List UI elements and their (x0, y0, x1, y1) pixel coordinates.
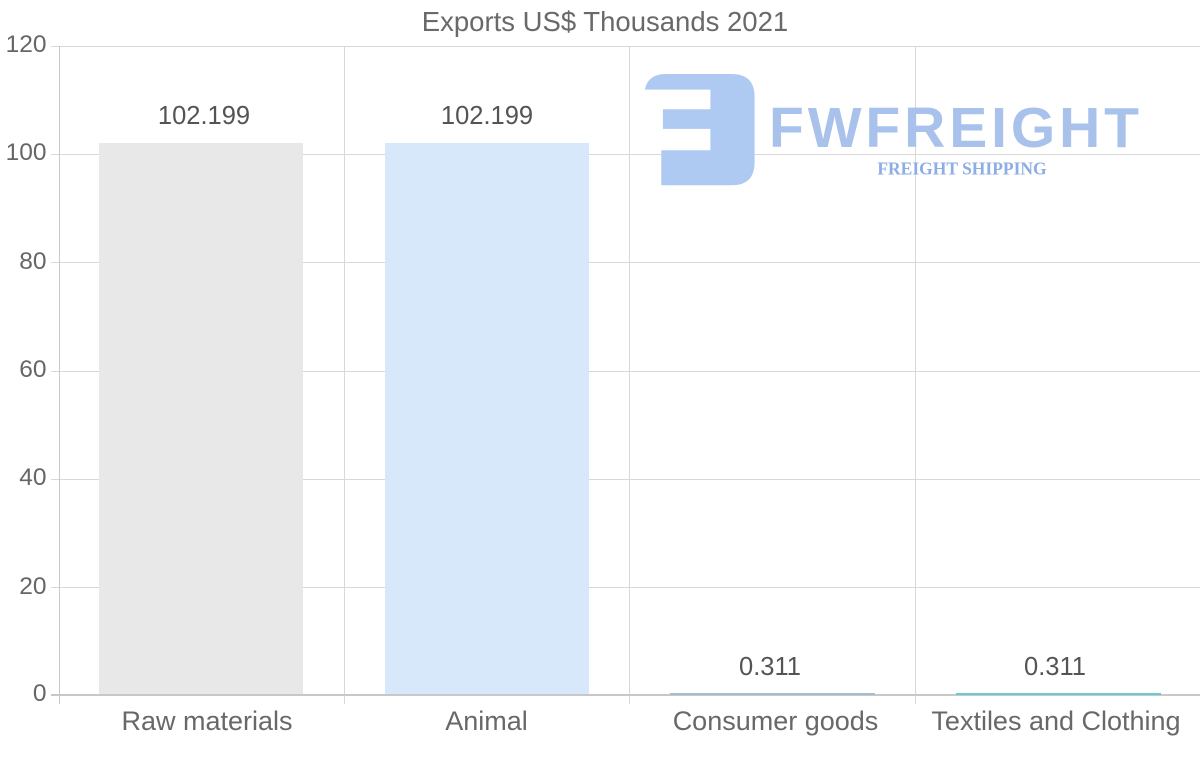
svg-text:FWFREIGHT: FWFREIGHT (769, 96, 1143, 160)
svg-text:FREIGHT SHIPPING: FREIGHT SHIPPING (877, 159, 1047, 179)
